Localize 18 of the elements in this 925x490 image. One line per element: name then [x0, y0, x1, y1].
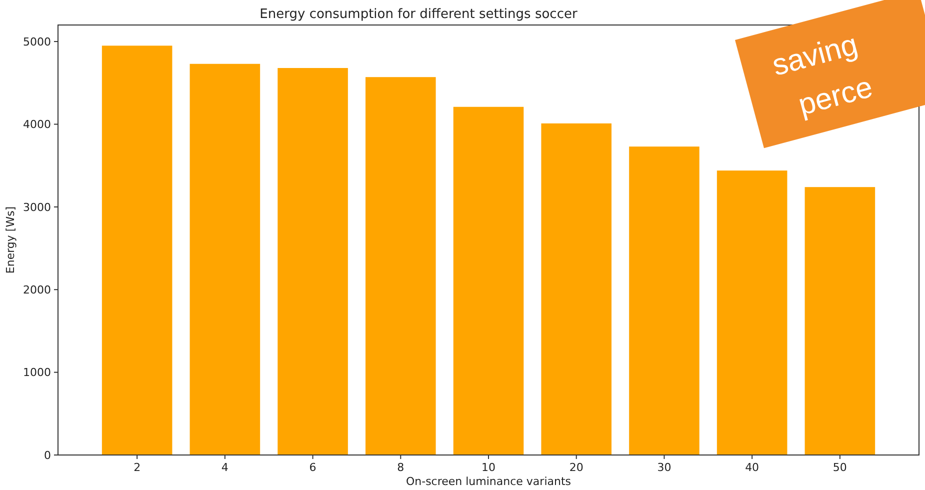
x-tick-label: 10 — [482, 461, 496, 474]
x-tick-label: 50 — [832, 461, 847, 474]
x-tick-label: 40 — [745, 461, 760, 474]
x-tick-label: 8 — [397, 461, 404, 474]
x-axis-title: On-screen luminance variants — [406, 475, 572, 488]
y-tick-label: 1000 — [23, 366, 51, 380]
x-tick-label: 2 — [134, 461, 141, 474]
y-tick-label: 0 — [44, 448, 51, 462]
y-axis-title: Energy [Ws] — [4, 206, 17, 274]
x-tick-label: 20 — [569, 461, 584, 474]
x-tick-label: 6 — [309, 461, 316, 474]
y-tick-label: 5000 — [23, 35, 51, 48]
y-tick-label: 4000 — [23, 118, 51, 132]
y-tick-label: 3000 — [23, 200, 51, 214]
y-tick-label: 2000 — [23, 283, 51, 296]
x-tick-label: 4 — [221, 461, 228, 474]
chart-title: Energy consumption for different settings soccer — [260, 7, 578, 22]
x-tick-label: 30 — [657, 461, 672, 474]
